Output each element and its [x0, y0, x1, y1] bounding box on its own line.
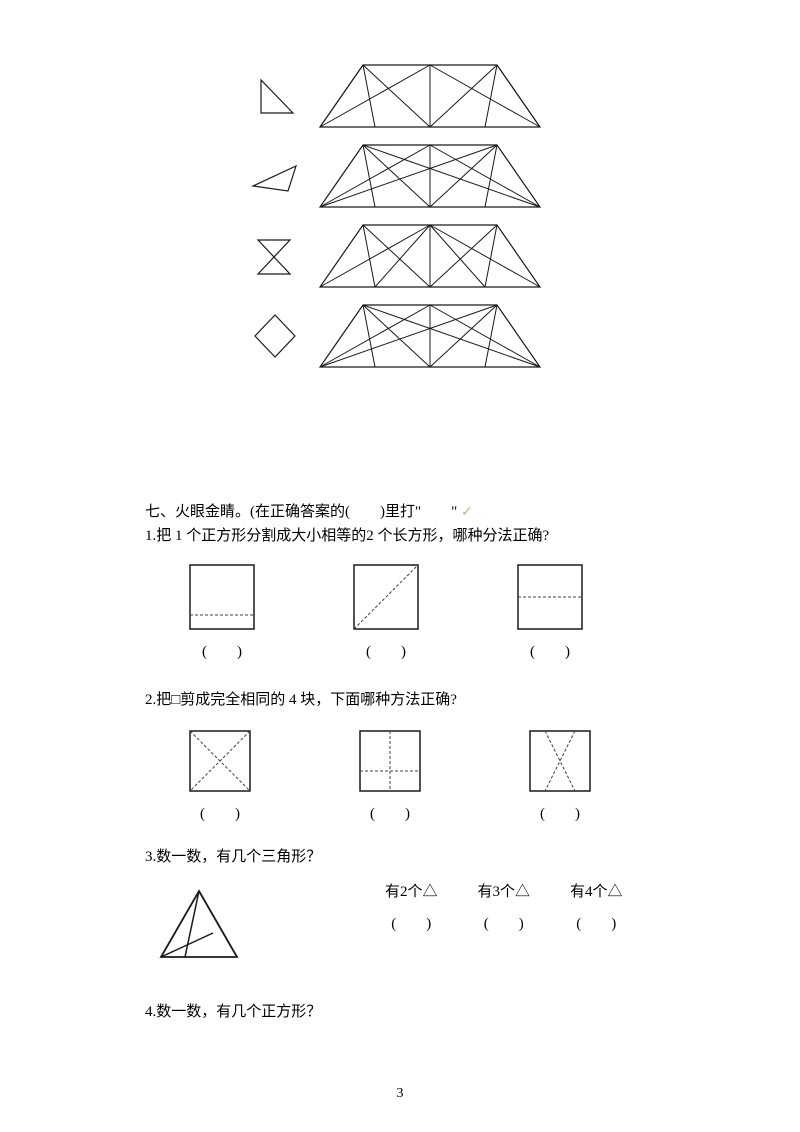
q1-square-b — [349, 560, 423, 634]
trapezoid-4 — [310, 300, 550, 372]
trapezoid-2 — [310, 140, 550, 212]
q2-options: ( ) ( ) ( ) — [145, 716, 705, 826]
q1-paren-c[interactable]: ( ) — [530, 640, 570, 664]
q3-figure — [155, 885, 243, 973]
section-7-title-text: 七、火眼金睛。(在正确答案的( )里打" " — [145, 504, 457, 520]
q1-opt-a: ( ) — [185, 560, 259, 664]
q2-square-b — [355, 726, 425, 796]
q3-paren-c[interactable]: ( ) — [576, 912, 616, 936]
q3-opt-b: 有3个△ ( ) — [478, 880, 531, 936]
q2-opt-c: ( ) — [525, 726, 595, 826]
q3-opt-a: 有2个△ ( ) — [385, 880, 438, 936]
q2-paren-a[interactable]: ( ) — [200, 802, 240, 826]
figure-row-4 — [240, 300, 580, 372]
figure-row-1 — [240, 60, 580, 132]
q2-opt-a: ( ) — [185, 726, 255, 826]
q3-text: 3.数一数，有几个三角形？ — [145, 845, 685, 869]
q4-text: 4.数一数，有几个正方形？ — [145, 1000, 685, 1024]
q3-triangle — [155, 885, 243, 965]
trapezoid-1 — [310, 60, 550, 132]
section-7-title: 七、火眼金睛。(在正确答案的( )里打" " ✓ — [145, 500, 685, 524]
q2-text: 2.把□剪成完全相同的 4 块，下面哪种方法正确? — [145, 688, 685, 712]
q1-paren-a[interactable]: ( ) — [202, 640, 242, 664]
q2-opt-b: ( ) — [355, 726, 425, 826]
q1-square-a — [185, 560, 259, 634]
q3-paren-a[interactable]: ( ) — [391, 912, 431, 936]
q1-text: 1.把 1 个正方形分割成大小相等的2 个长方形，哪种分法正确? — [145, 524, 685, 548]
q1-opt-b: ( ) — [349, 560, 423, 664]
q3-paren-b[interactable]: ( ) — [484, 912, 524, 936]
q2-square-a — [185, 726, 255, 796]
small-rhombus — [240, 310, 310, 362]
q1-square-c — [513, 560, 587, 634]
small-bowtie — [240, 232, 310, 280]
q1-opt-c: ( ) — [513, 560, 587, 664]
figure-row-2 — [240, 140, 580, 212]
q2-square-c — [525, 726, 595, 796]
figure-row-3 — [240, 220, 580, 292]
check-icon: ✓ — [461, 502, 473, 524]
q1-options: ( ) ( ) ( ) — [145, 550, 705, 664]
q1-paren-b[interactable]: ( ) — [366, 640, 406, 664]
small-triangle-2 — [240, 156, 310, 196]
worksheet-page: 七、火眼金睛。(在正确答案的( )里打" " ✓ 1.把 1 个正方形分割成大小… — [0, 0, 800, 1132]
q2-paren-c[interactable]: ( ) — [540, 802, 580, 826]
page-number: 3 — [0, 1086, 800, 1102]
q2-paren-b[interactable]: ( ) — [370, 802, 410, 826]
trapezoid-3 — [310, 220, 550, 292]
top-figure — [240, 60, 580, 380]
q3-opt-c: 有4个△ ( ) — [570, 880, 623, 936]
small-triangle-1 — [240, 75, 310, 117]
q3-options: 有2个△ ( ) 有3个△ ( ) 有4个△ ( ) — [145, 930, 685, 936]
